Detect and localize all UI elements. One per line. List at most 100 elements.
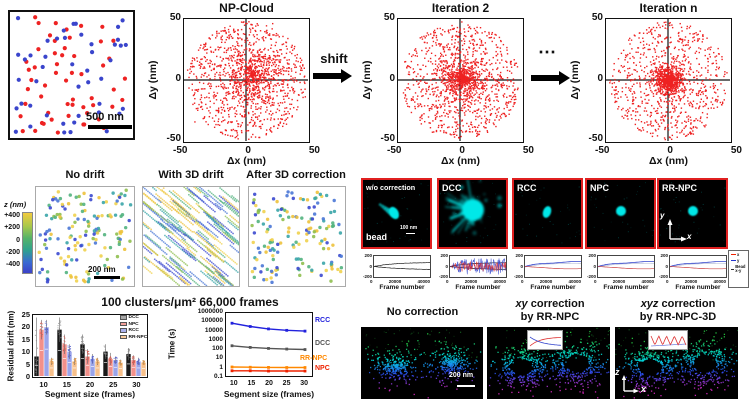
tick-label: 50: [383, 12, 395, 23]
tick-label: 20000: [612, 279, 626, 284]
x-axis-letter: x: [641, 384, 647, 394]
tick-label: 10: [215, 354, 223, 362]
tick-label: -200: [658, 274, 668, 279]
scale-bar: [88, 125, 132, 129]
legend-entry: RR-NPC: [120, 335, 148, 340]
tick-label: 0: [594, 279, 597, 284]
tick-label: 40000: [417, 279, 430, 284]
computation-time-chart: [230, 321, 307, 373]
bar-chart-legend: DCC NPC RCC RR-NPC: [120, 315, 148, 341]
no-drift-scatter: [37, 188, 133, 284]
with-drift-panel: [142, 186, 240, 287]
np-cloud-title: NP-Cloud: [219, 1, 274, 15]
tick-label: 0: [597, 72, 603, 84]
iteration2-xlabel: Δx (nm): [440, 155, 481, 167]
tick-label: 0: [389, 72, 395, 84]
np-cloud-plot: [183, 18, 310, 143]
tick-label: -200: [438, 274, 448, 279]
tick-label: 50: [169, 12, 181, 23]
tick-label: 0: [667, 145, 673, 156]
bead-image: [659, 182, 726, 243]
after-correction-title: After 3D correction: [246, 169, 346, 181]
cell-image-xy-correction: [487, 327, 610, 399]
trace-xticks: 0 20000 40000: [521, 279, 581, 284]
tick-label: 10: [21, 347, 30, 357]
xy-axes-arrows-icon: [667, 219, 687, 242]
tick-label: 40000: [568, 279, 581, 284]
simulation-caption: 100 clusters/μm² 66,000 frames: [101, 295, 279, 309]
tick-label: 25: [282, 380, 291, 387]
tick-label: 50: [730, 145, 742, 156]
scale-bar: [406, 233, 415, 235]
trace-yticks: 200 0 -200: [436, 253, 448, 279]
scale-bar-label: 200 nm: [449, 372, 474, 379]
bead-panel-rr-npc: RR-NPC y x: [657, 178, 728, 249]
bar-chart-xticks: 10 15 20 25 30: [32, 380, 148, 389]
tick-label: -200: [362, 274, 372, 279]
bead-panel-npc: NPC: [585, 178, 656, 249]
with-drift-title: With 3D drift: [158, 169, 224, 181]
cell-image-xyz-correction: z x: [615, 327, 738, 399]
tick-label: 0: [593, 263, 596, 269]
iteration-n-yticks: 50 0 -50: [579, 12, 603, 144]
trace-xticks: 0 20000 40000: [446, 279, 506, 284]
trace-plot-3: [524, 255, 582, 278]
tick-label: 20000: [684, 279, 698, 284]
panel-label: RCC: [517, 183, 537, 193]
zx-axes-arrows-icon: [621, 375, 639, 394]
trace-yticks: 200 0 -200: [584, 253, 596, 279]
tick-label: 20: [21, 322, 30, 332]
drift-inset-plot: [648, 330, 688, 350]
z-axis-letter: z: [615, 367, 620, 377]
tick-label: +400: [4, 212, 20, 219]
tick-label: 10: [229, 380, 238, 387]
iteration2-plot: [397, 18, 524, 143]
trace-xlabel: Frame number: [603, 284, 649, 291]
no-drift-panel: 200 nm: [35, 186, 135, 287]
tick-label: 15: [21, 334, 30, 344]
tick-label: 1: [219, 363, 223, 371]
legend-entry: y: [730, 258, 747, 264]
tick-label: -50: [166, 133, 181, 144]
tick-label: 25: [109, 380, 118, 389]
trace-xlabel: Frame number: [455, 284, 501, 291]
tick-label: -50: [380, 133, 395, 144]
trace-plot-4: [597, 255, 655, 278]
tick-label: 0: [665, 263, 668, 269]
iteration2-scatter: [398, 19, 522, 141]
bead-panel-dcc: DCC: [437, 178, 508, 249]
cell-panel-title-3: xyz correction by RR-NPC-3D: [639, 298, 717, 324]
residual-drift-plot: [32, 314, 148, 378]
with-drift-scatter: [143, 187, 239, 286]
np-cloud-yticks: 50 0 -50: [157, 12, 181, 144]
after-correction-panel: [248, 186, 346, 287]
tick-label: 15: [62, 380, 71, 389]
iteration-n-xticks: -50 0 50: [595, 145, 742, 156]
tick-label: 200: [588, 253, 596, 258]
legend-entry: NPC: [120, 322, 148, 327]
tick-label: 200: [515, 253, 523, 258]
tick-label: 200: [660, 253, 668, 258]
iteration2-xticks: -50 0 50: [387, 145, 534, 156]
iteration2-title: Iteration 2: [431, 1, 490, 15]
tick-label: 10000: [204, 326, 223, 334]
ellipsis-label: ⋯: [538, 42, 556, 62]
bar-chart-yticks: 25 20 15 10 5 0: [14, 310, 30, 381]
tick-label: 0: [445, 263, 448, 269]
tick-label: 0: [666, 279, 669, 284]
tick-label: 20000: [539, 279, 553, 284]
legend-entry: RCC: [120, 328, 148, 333]
dcc-line-label: DCC: [315, 340, 331, 347]
legend-entry: Bead x-y: [730, 264, 747, 274]
tick-label: -50: [387, 145, 402, 156]
tick-label: 0: [446, 279, 449, 284]
tick-label: 200: [364, 253, 372, 258]
shift-arrow: [313, 73, 341, 79]
tick-label: 1000000: [197, 308, 223, 315]
trace-xticks: 0 20000 40000: [594, 279, 654, 284]
iteration-n-scatter: [606, 19, 730, 141]
iteration-n-plot: [605, 18, 732, 143]
bead-image: [590, 182, 654, 242]
time-plot: [225, 312, 313, 377]
